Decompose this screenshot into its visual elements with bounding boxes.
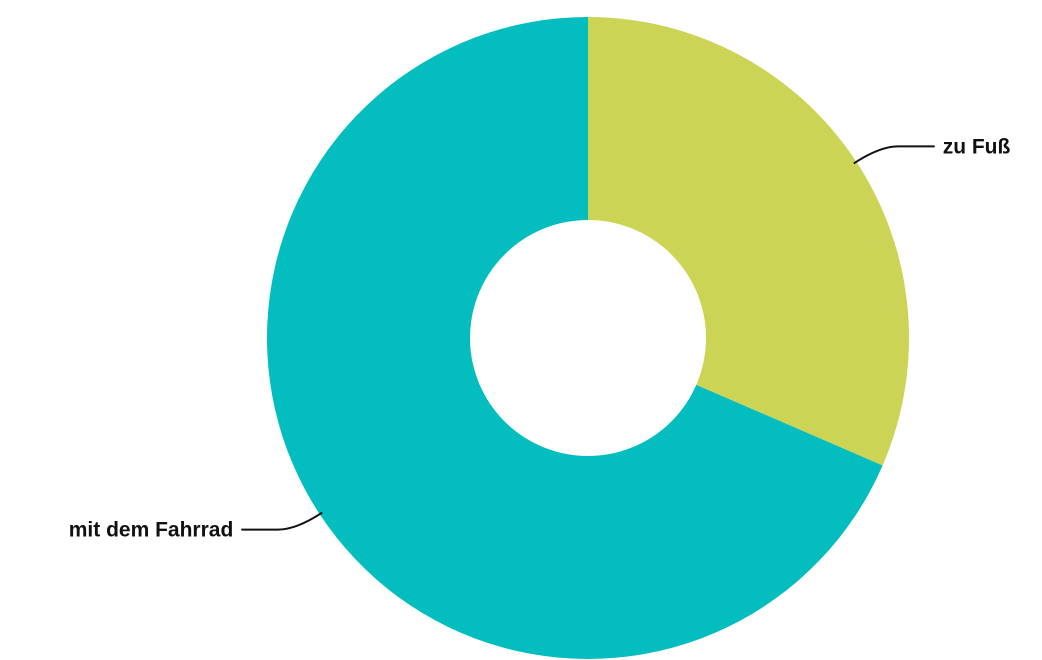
slice-zu-fuss [588, 17, 910, 466]
label-mit-dem-fahrrad: mit dem Fahrrad [69, 519, 234, 542]
leader-line-zu-fuss [853, 145, 935, 165]
slices-group [266, 17, 910, 659]
labels-group: zu Fuß mit dem Fahrrad [69, 135, 1011, 541]
label-zu-fuss: zu Fuß [943, 135, 1011, 158]
slice-mit-dem-fahrrad [266, 17, 883, 659]
leader-line-mit-dem-fahrrad [241, 511, 323, 531]
